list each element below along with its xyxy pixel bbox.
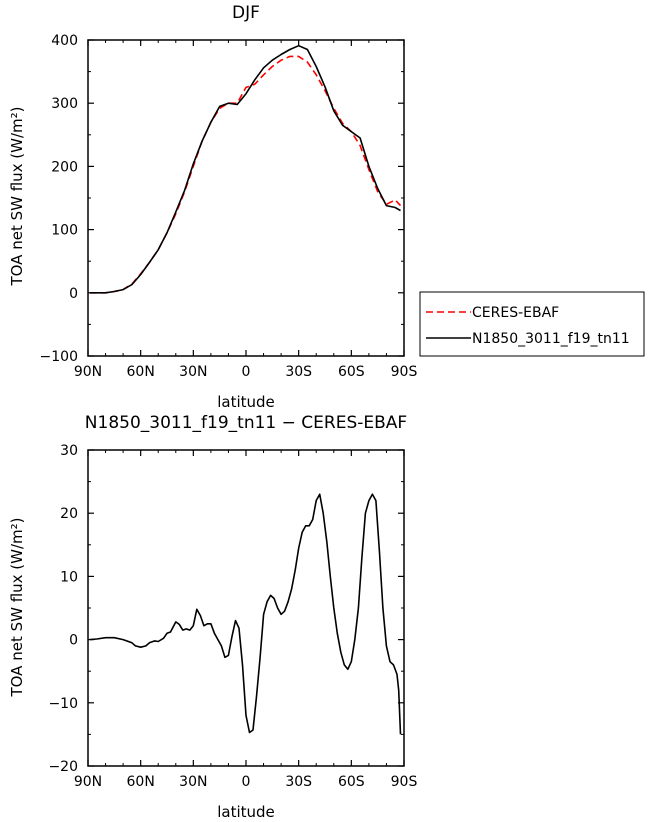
x-tick-label: 30N xyxy=(179,774,207,790)
x-tick-label: 90N xyxy=(74,774,102,790)
difference-panel: N1850_3011_f19_tn11 − CERES-EBAF latitud… xyxy=(8,413,417,821)
x-tick-label: 30N xyxy=(179,364,207,380)
x-tick-label: 60N xyxy=(127,364,155,380)
legend: CERES-EBAF N1850_3011_f19_tn11 xyxy=(419,291,645,357)
x-axis-label: latitude xyxy=(217,803,275,821)
legend-box xyxy=(419,291,645,357)
y-axis-label: TOA net SW flux (W/m²) xyxy=(8,106,26,286)
x-tick-label: 30S xyxy=(285,774,312,790)
x-tick-label: 60S xyxy=(338,774,365,790)
y-tick-label: 300 xyxy=(51,96,78,112)
panel-title: N1850_3011_f19_tn11 − CERES-EBAF xyxy=(85,413,407,433)
x-tick-label: 90S xyxy=(391,774,418,790)
x-tick-label: 60S xyxy=(338,364,365,380)
x-tick-label: 0 xyxy=(242,774,251,790)
y-tick-label: −100 xyxy=(40,349,78,365)
djf-panel: DJF latitude TOA net SW flux (W/m²) 90N 6… xyxy=(8,3,417,411)
x-axis-label: latitude xyxy=(217,393,275,411)
x-tick-label: 90S xyxy=(391,364,418,380)
x-tick-label: 30S xyxy=(285,364,312,380)
y-tick-label: 0 xyxy=(69,633,78,649)
panel-title: DJF xyxy=(232,3,260,23)
y-tick-label: −10 xyxy=(48,696,78,712)
y-tick-label: 400 xyxy=(51,33,78,49)
y-tick-label: −20 xyxy=(48,759,78,775)
y-tick-label: 10 xyxy=(60,569,78,585)
y-axis-label: TOA net SW flux (W/m²) xyxy=(8,517,26,697)
legend-label-model: N1850_3011_f19_tn11 xyxy=(472,331,630,347)
y-tick-label: 200 xyxy=(51,159,78,175)
x-tick-label: 60N xyxy=(127,774,155,790)
y-tick-label: 0 xyxy=(69,286,78,302)
y-tick-label: 100 xyxy=(51,223,78,239)
y-tick-label: 30 xyxy=(60,443,78,459)
series-line-0 xyxy=(89,55,402,294)
y-tick-label: 20 xyxy=(60,506,78,522)
x-tick-label: 0 xyxy=(242,364,251,380)
series-line-1 xyxy=(89,44,401,294)
series-line-0 xyxy=(89,493,402,735)
legend-label-ceres: CERES-EBAF xyxy=(472,305,559,321)
x-tick-label: 90N xyxy=(74,364,102,380)
